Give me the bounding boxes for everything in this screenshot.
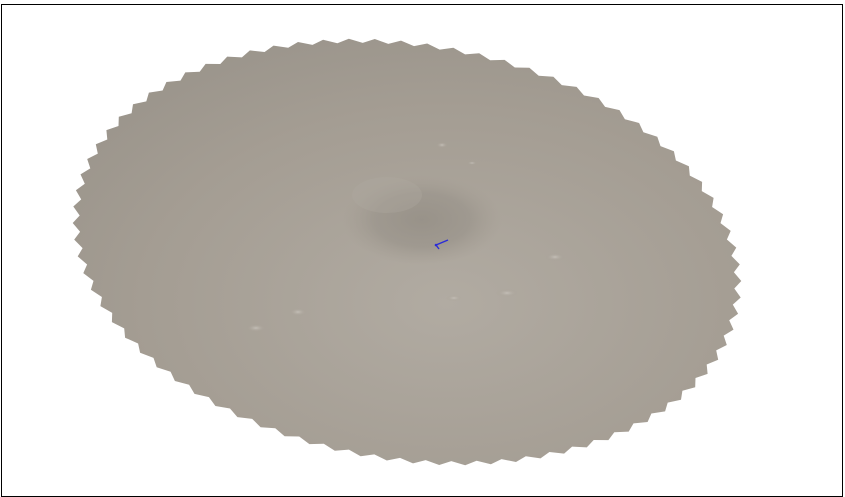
surface-bump	[446, 295, 462, 301]
surface-bump	[545, 253, 565, 261]
axis-marker-icon[interactable]	[434, 239, 449, 250]
3d-viewport[interactable]	[1, 4, 843, 497]
surface-bump	[496, 289, 518, 297]
crater	[342, 175, 502, 265]
crater-rim	[352, 177, 422, 213]
surface-bump	[246, 324, 266, 332]
surface-bump	[467, 161, 477, 165]
surface-bump	[436, 142, 448, 148]
terrain-canvas[interactable]	[2, 5, 842, 496]
surface-bump	[289, 308, 307, 316]
